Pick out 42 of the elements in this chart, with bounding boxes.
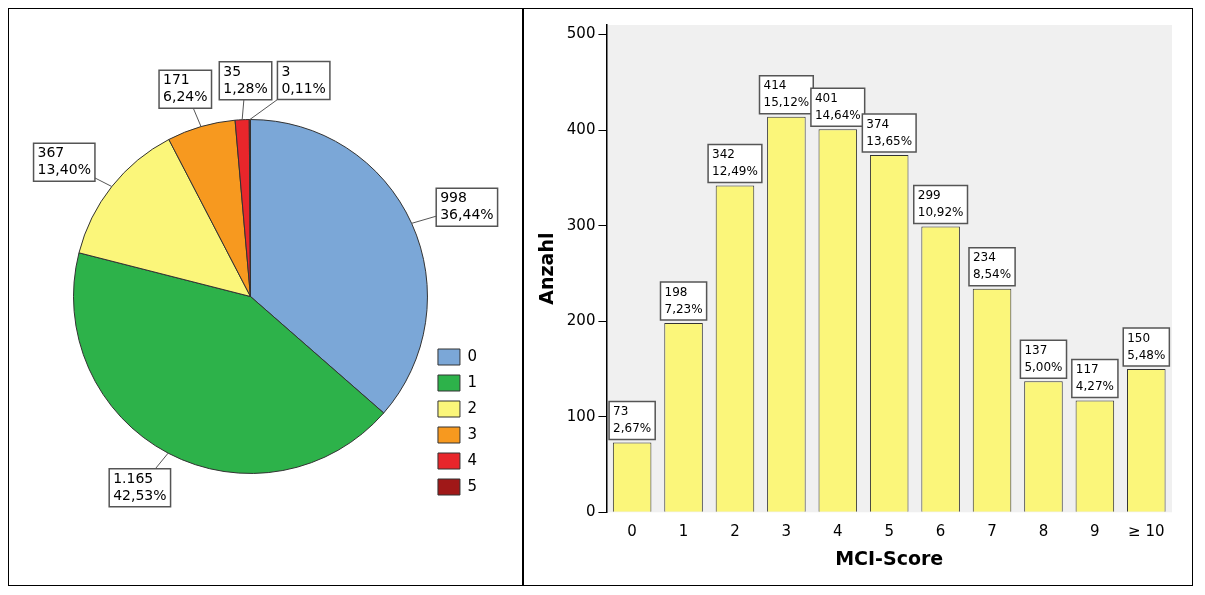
data-label: 117 4,27% [1075,362,1114,394]
x-tick-label: 9 [1090,522,1100,541]
y-tick-label: 500 [566,24,596,43]
legend-label: 5 [467,476,477,495]
y-axis-title: Anzahl [535,232,558,305]
data-label: 401 14,64% [814,90,861,122]
y-tick-label: 400 [566,119,596,138]
data-label: 198 7,23% [664,284,703,316]
data-label: 234 8,54% [972,250,1012,282]
y-tick-label: 300 [566,215,596,234]
data-label: 171 6,24% [163,71,208,105]
x-tick-label: 8 [1038,522,1049,541]
x-tick-label: 0 [627,522,637,541]
data-label: 342 12,49% [712,147,758,179]
x-tick-label: 1 [678,522,689,541]
data-label: 35 1,28% [223,62,268,96]
x-tick-label: ≥ 10 [1128,522,1165,541]
legend-label: 1 [467,372,477,391]
data-label: 299 10,92% [917,188,964,220]
data-label: 1.165 42,53% [113,469,167,503]
data-label: 137 5,00% [1024,342,1063,374]
legend-label: 2 [467,398,477,417]
x-tick-label: 3 [781,522,792,541]
data-label: 3 0,11% [281,62,326,96]
x-tick-label: 4 [833,522,843,541]
x-tick-label: 5 [884,522,894,541]
x-tick-label: 7 [987,522,997,541]
y-tick-label: 0 [585,502,596,521]
data-label: 73 2,67% [613,404,652,436]
x-tick-label: 2 [730,522,740,541]
legend-label: 0 [467,346,477,365]
x-tick-label: 6 [935,522,946,541]
legend-label: 4 [467,450,477,469]
data-label: 150 5,48% [1127,330,1166,362]
data-label: 367 13,40% [37,144,91,178]
legend-label: 3 [467,424,477,443]
y-tick-label: 100 [566,406,596,425]
data-label: 998 36,44% [440,189,494,223]
data-label: 414 15,12% [763,78,810,110]
data-label: 374 13,65% [866,116,913,148]
x-axis-title: MCI-Score [835,546,944,569]
y-tick-label: 200 [566,311,596,330]
